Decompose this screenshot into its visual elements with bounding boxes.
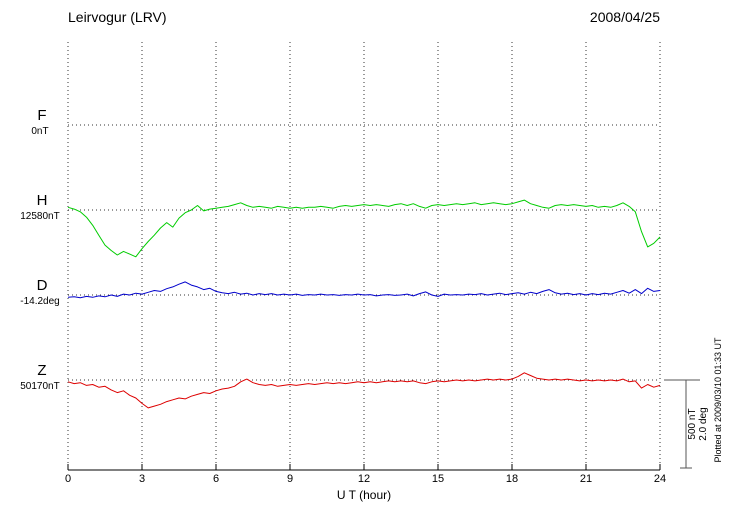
trace-D (67, 281, 661, 299)
series-labels: F 0nT H 12580nT D -14.2deg Z 50170nT (20, 107, 59, 392)
x-tick-label: 12 (358, 473, 370, 485)
trace-H (67, 199, 661, 258)
x-tick-label: 6 (213, 473, 219, 485)
series-baseline-Z: 50170nT (20, 381, 59, 392)
date-label: 2008/04/25 (590, 9, 660, 25)
series-label-Z: Z (37, 362, 46, 379)
series-label-F: F (37, 107, 46, 124)
series-label-H: H (37, 192, 48, 209)
series-baseline-F: 0nT (31, 126, 48, 137)
series-baseline-D: -14.2deg (20, 296, 59, 307)
x-tick-label: 0 (65, 473, 71, 485)
series-baseline-H: 12580nT (20, 211, 59, 222)
series-label-D: D (37, 277, 48, 294)
x-tick-label: 3 (139, 473, 145, 485)
trace-Z (67, 372, 661, 409)
x-tick-label: 24 (654, 473, 666, 485)
x-tick-label: 15 (432, 473, 444, 485)
plotted-at-note: Plotted at 2009/03/10 01:33 UT (713, 337, 723, 463)
x-tick-label: 21 (580, 473, 592, 485)
scale-bar-label-deg: 2.0 deg (698, 407, 709, 440)
trace-layer (67, 199, 661, 409)
x-tick-label: 9 (287, 473, 293, 485)
x-axis-title: U T (hour) (337, 488, 391, 502)
x-tick-label: 18 (506, 473, 518, 485)
scale-bar: 500 nT 2.0 deg (664, 379, 709, 469)
scale-bar-label-nt: 500 nT (687, 408, 698, 439)
station-title: Leirvogur (LRV) (68, 9, 167, 25)
